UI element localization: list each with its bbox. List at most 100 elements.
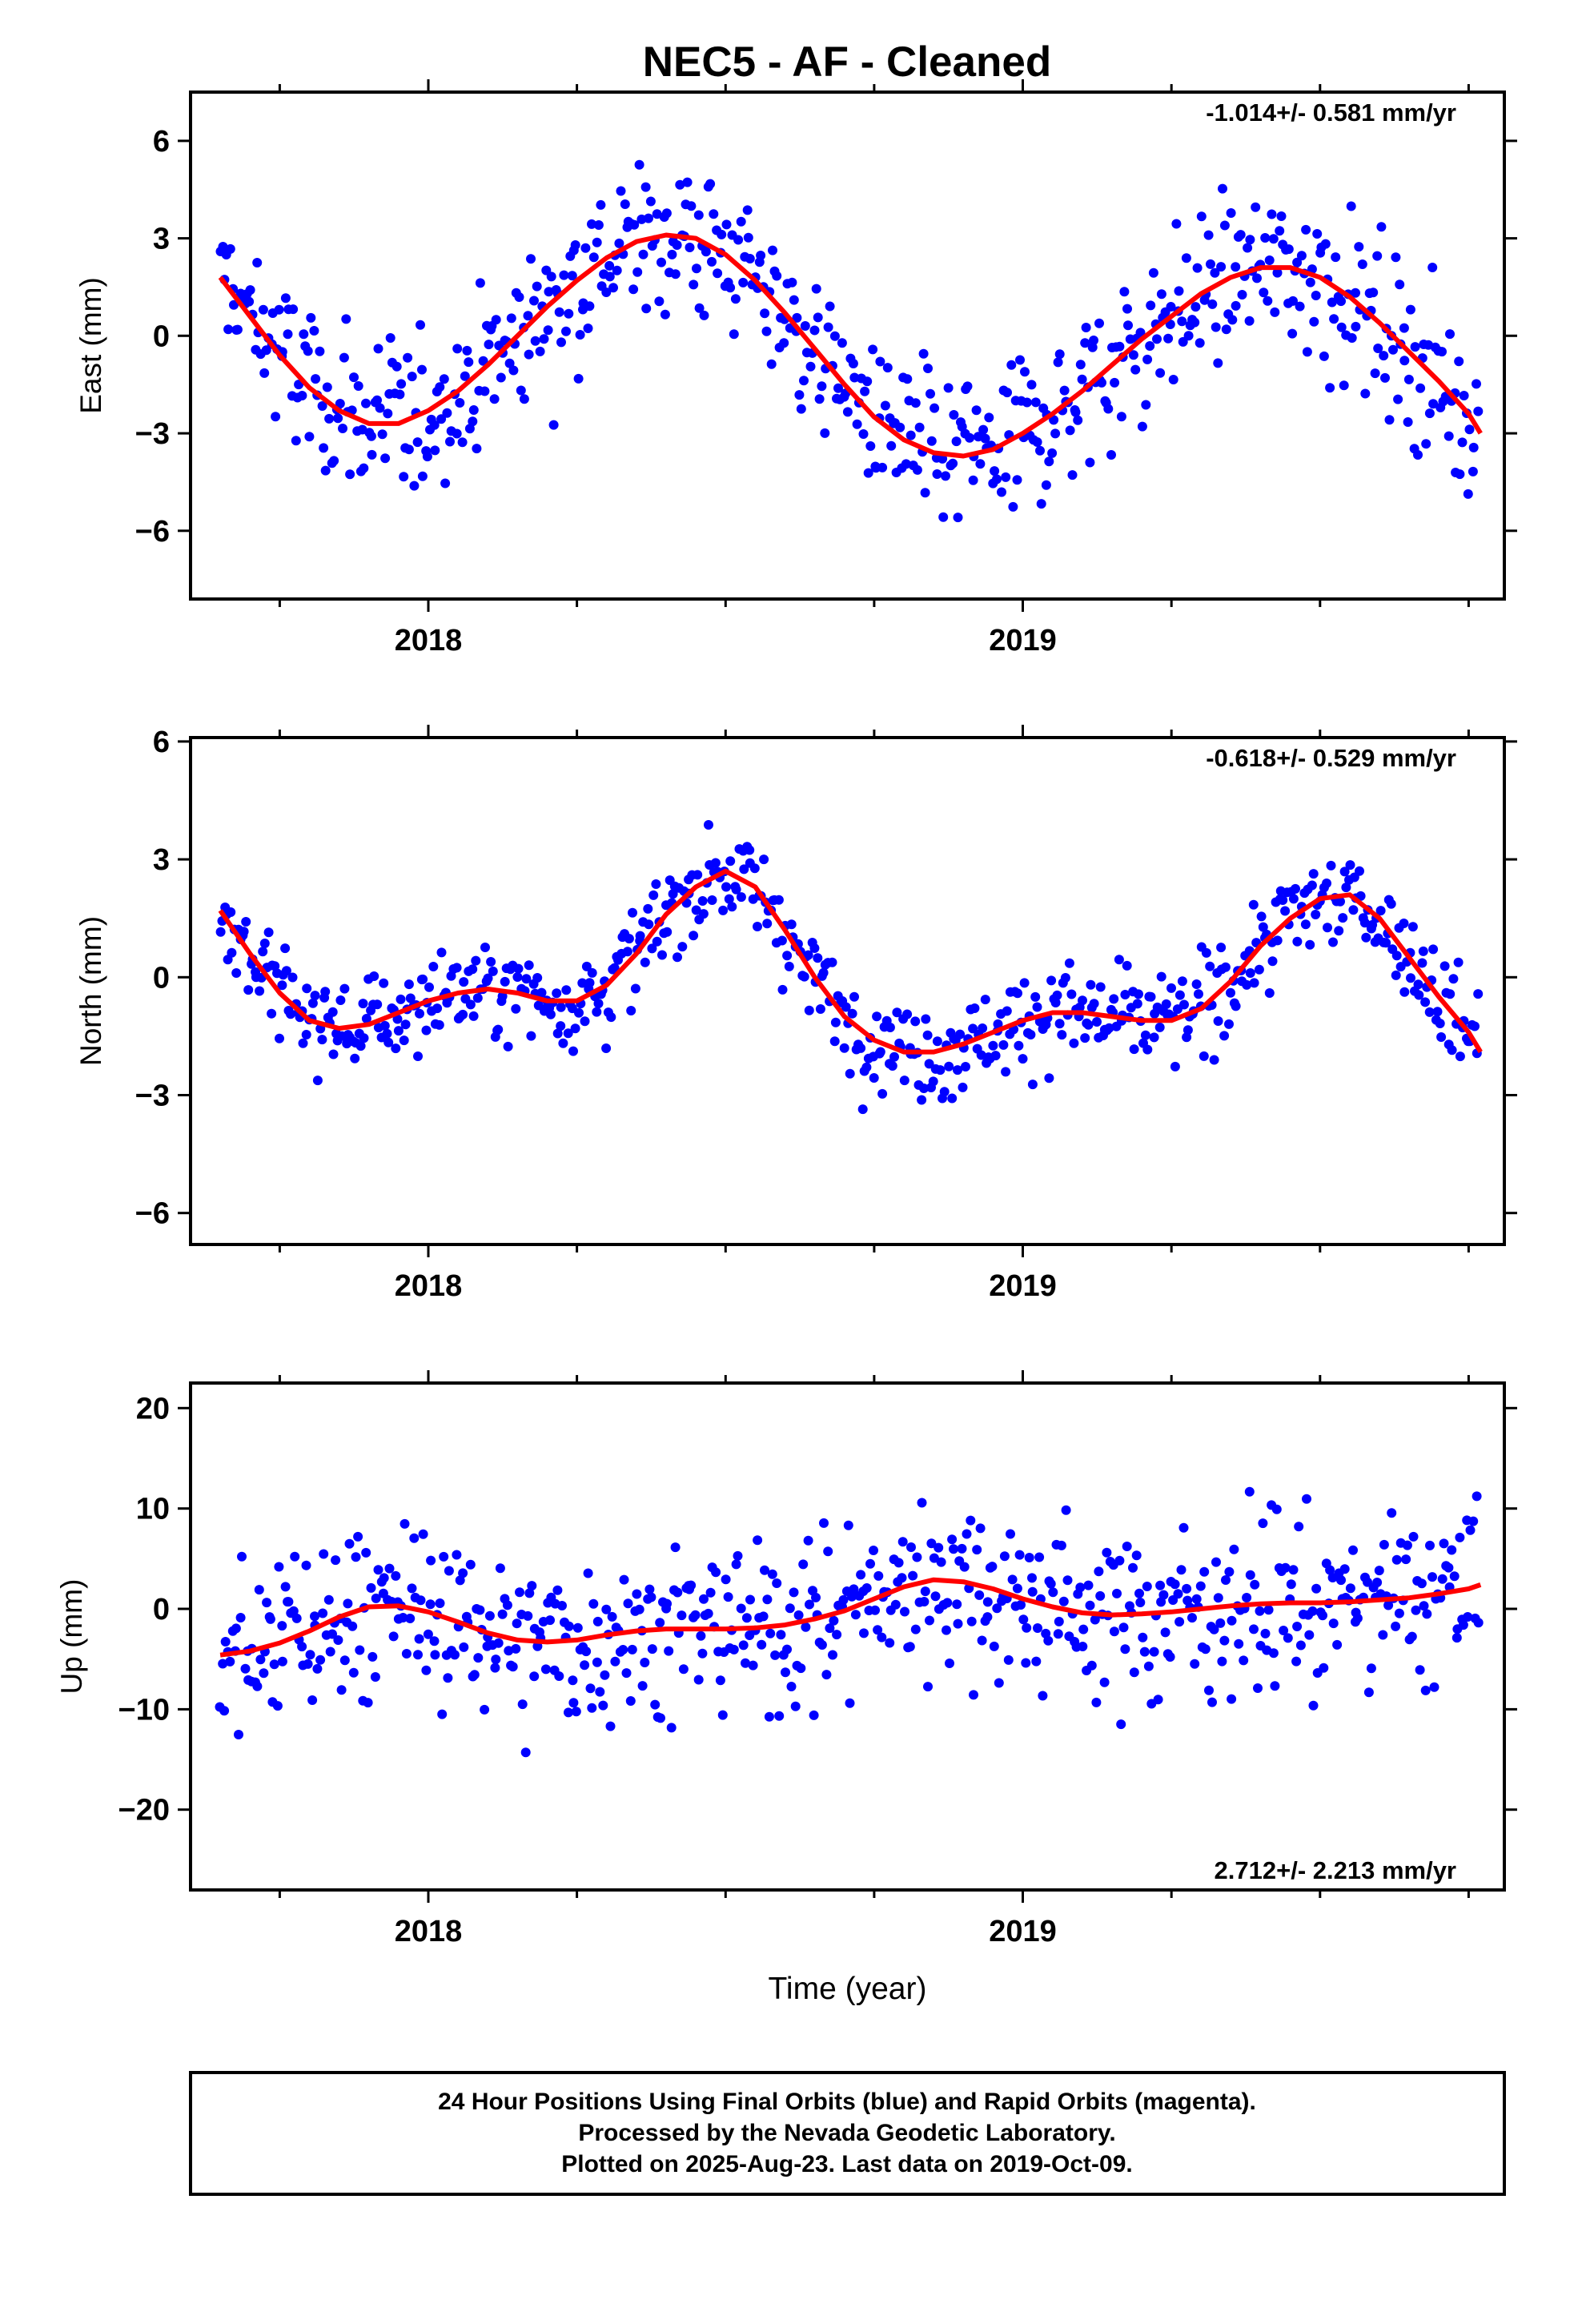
data-point (514, 292, 524, 302)
data-point (1019, 978, 1030, 988)
data-point (1008, 501, 1018, 512)
data-point (274, 1562, 284, 1572)
data-point (366, 1582, 376, 1593)
data-point (1129, 1044, 1139, 1055)
data-point (1239, 1655, 1249, 1666)
data-point (1001, 472, 1011, 482)
data-point (259, 1668, 269, 1679)
data-point (1052, 990, 1062, 1000)
data-point (1165, 1652, 1175, 1662)
data-point (1331, 252, 1341, 263)
data-point (592, 1657, 602, 1667)
data-point (373, 344, 383, 354)
data-point (1216, 262, 1227, 272)
data-point (1174, 1617, 1185, 1627)
data-point (455, 1575, 465, 1586)
data-point (421, 1025, 432, 1035)
data-point (263, 927, 274, 938)
data-point (697, 1648, 708, 1659)
data-point (1305, 939, 1315, 950)
data-point (1354, 242, 1364, 252)
data-point (508, 365, 519, 376)
x-tick-label: 2018 (395, 1915, 463, 1948)
data-point (287, 972, 298, 983)
data-point (215, 927, 226, 937)
data-point (1339, 1564, 1350, 1574)
data-point (1022, 1622, 1032, 1633)
data-point (749, 863, 760, 874)
data-point (693, 870, 703, 880)
data-point (890, 1599, 901, 1610)
data-point (1468, 442, 1479, 452)
data-point (1176, 1565, 1186, 1575)
data-point (1448, 974, 1459, 984)
y-tick-label: 3 (153, 843, 170, 877)
data-point (270, 961, 280, 971)
data-point (742, 205, 753, 215)
data-point (490, 1663, 500, 1673)
data-point (359, 463, 369, 473)
data-point (721, 1574, 731, 1585)
data-point (1050, 428, 1061, 439)
data-point (697, 896, 708, 906)
data-point (404, 444, 414, 455)
data-point (288, 1606, 299, 1616)
data-point (733, 235, 744, 245)
data-point (601, 287, 612, 297)
x-tick-label: 2019 (989, 1269, 1057, 1303)
data-point (229, 300, 239, 310)
data-point (502, 1600, 512, 1610)
data-point (267, 1008, 277, 1019)
data-point (1445, 989, 1456, 999)
data-point (1360, 388, 1371, 399)
data-point (961, 1062, 970, 1072)
data-point (787, 277, 797, 287)
data-point (957, 1543, 967, 1554)
data-point (1291, 883, 1300, 894)
data-point (1305, 277, 1315, 287)
data-point (1307, 880, 1317, 891)
data-point (1427, 1572, 1437, 1582)
data-point (930, 403, 940, 413)
data-point (435, 382, 445, 392)
data-point (1134, 989, 1143, 999)
data-point (1405, 304, 1415, 315)
data-point (327, 1007, 338, 1017)
data-point (1272, 935, 1283, 946)
data-point (962, 381, 973, 392)
data-point (1235, 230, 1246, 240)
data-point (895, 422, 905, 432)
data-point (333, 1635, 343, 1645)
data-point (689, 931, 699, 941)
data-point (552, 1585, 563, 1595)
data-point (839, 1043, 849, 1053)
data-point (800, 321, 810, 331)
data-point (776, 1630, 786, 1640)
data-point (1211, 322, 1221, 332)
data-point (813, 312, 823, 323)
data-point (423, 1629, 433, 1639)
data-point (239, 927, 249, 937)
data-point (968, 475, 978, 485)
data-point (1428, 944, 1439, 955)
data-point (786, 1682, 797, 1691)
data-point (1221, 324, 1231, 335)
data-point (318, 1608, 328, 1618)
data-point (568, 1046, 578, 1056)
data-point (575, 330, 585, 340)
data-point (1174, 286, 1184, 296)
data-point (532, 973, 543, 983)
data-point (1308, 869, 1319, 879)
data-point (827, 957, 837, 967)
data-point (367, 1651, 378, 1662)
data-point (468, 964, 478, 975)
data-point (325, 1647, 335, 1657)
data-point (535, 346, 545, 356)
data-point (1468, 1516, 1479, 1526)
data-point (745, 845, 755, 855)
data-point (241, 917, 251, 927)
data-point (371, 1593, 381, 1603)
data-point (629, 219, 640, 230)
data-point (1375, 906, 1386, 916)
data-point (422, 452, 432, 462)
